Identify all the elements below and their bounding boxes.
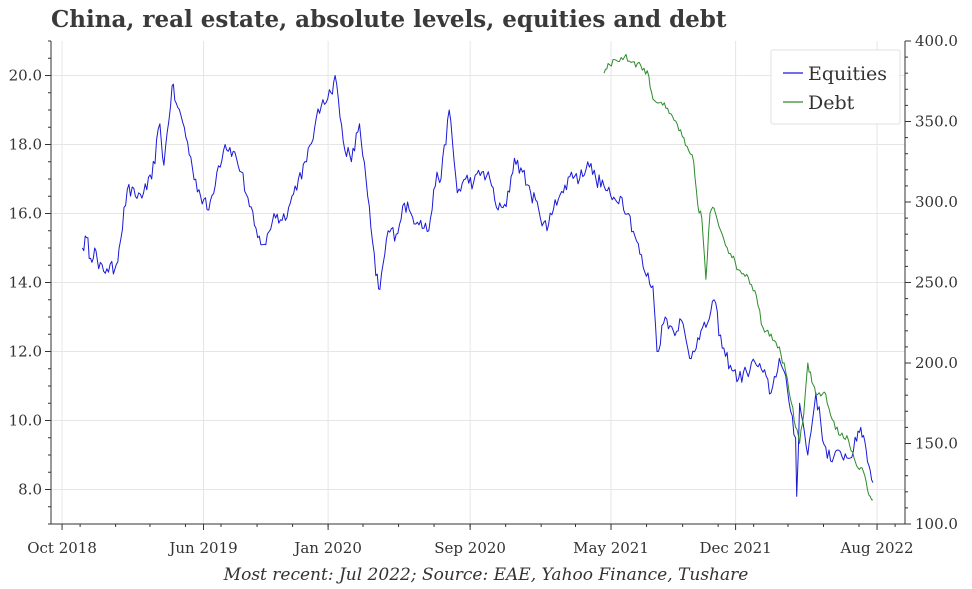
y-left-tick-label: 10.0 — [9, 412, 42, 430]
chart-title: China, real estate, absolute levels, equ… — [51, 6, 727, 33]
y-right-tick-label: 150.0 — [915, 435, 958, 453]
chart-plot: Oct 2018 Jun 2019 Jan 2020 Sep 2020 May 2021… — [9, 32, 958, 557]
legend-label-debt: Debt — [808, 92, 855, 114]
y-right-tick-label: 350.0 — [915, 113, 958, 131]
x-tick-label: Jun 2019 — [167, 539, 237, 557]
x-tick-label: Sep 2020 — [434, 539, 506, 557]
y-left-tick-label: 8.0 — [18, 481, 42, 499]
y-right-tick-label: 300.0 — [915, 193, 958, 211]
y-right-tick-label: 400.0 — [915, 32, 958, 50]
series-line-equities — [81, 75, 874, 497]
axis-layer: Oct 2018 Jun 2019 Jan 2020 Sep 2020 May 2021… — [9, 32, 958, 557]
x-tick-label: May 2021 — [573, 539, 649, 557]
y-left-tick-label: 12.0 — [9, 343, 42, 361]
y-right-tick-label: 100.0 — [915, 515, 958, 533]
chart-caption: Most recent: Jul 2022; Source: EAE, Yaho… — [223, 565, 749, 585]
series-layer — [81, 53, 874, 501]
x-tick-label: Oct 2018 — [27, 539, 97, 557]
y-left-tick-label: 18.0 — [9, 136, 42, 154]
grid-layer — [51, 41, 905, 524]
y-right-tick-label: 250.0 — [915, 274, 958, 292]
y-left-tick-label: 14.0 — [9, 274, 42, 292]
series-line-debt — [603, 53, 874, 501]
y-left-tick-label: 16.0 — [9, 205, 42, 223]
x-tick-label: Jan 2020 — [292, 539, 362, 557]
x-tick-label: Aug 2022 — [840, 539, 914, 557]
x-tick-label: Dec 2021 — [699, 539, 771, 557]
legend: Equities Debt — [770, 49, 901, 125]
legend-label-equities: Equities — [808, 63, 887, 85]
y-left-tick-label: 20.0 — [9, 67, 42, 85]
y-right-tick-label: 200.0 — [915, 354, 958, 372]
legend-box — [770, 49, 901, 125]
